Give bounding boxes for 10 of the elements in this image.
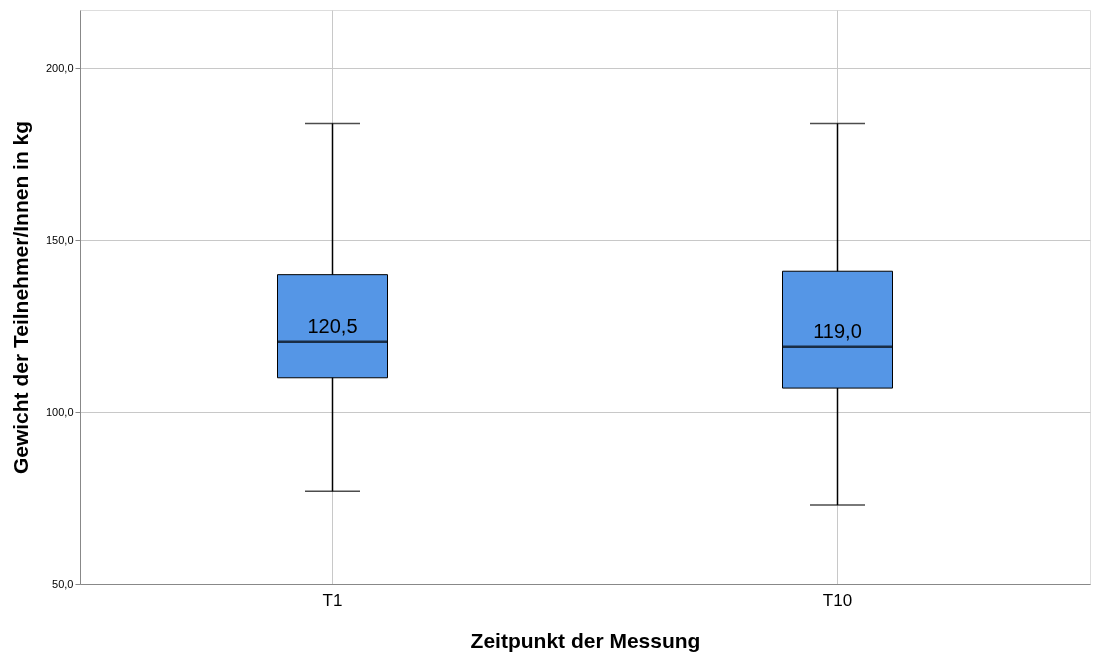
y-tick-label: 50,0	[52, 577, 74, 590]
text: 119,0	[813, 319, 862, 342]
x-axis-title: Zeitpunkt der Messung	[470, 628, 701, 652]
text: 120,5	[307, 314, 358, 337]
y-tick-label: 200,0	[45, 61, 74, 74]
x-tick-label: T1	[322, 590, 343, 610]
y-tick-label: 150,0	[45, 233, 74, 246]
y-tick-label: 100,0	[45, 405, 74, 418]
y-axis-title: Gewicht der Teilnehmer/Innen in kg	[8, 120, 32, 475]
x-tick-label: T10	[822, 590, 853, 610]
